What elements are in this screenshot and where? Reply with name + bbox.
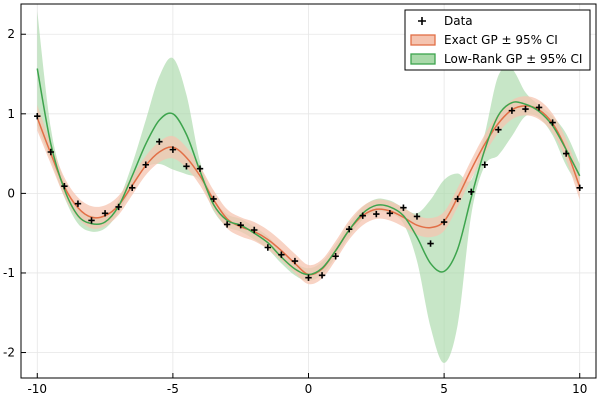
data-point <box>223 221 231 228</box>
data-point <box>169 146 177 153</box>
legend: Data Exact GP ± 95% CI Low-Rank GP ± 95%… <box>404 9 591 71</box>
data-point <box>183 163 190 170</box>
data-point <box>278 251 285 258</box>
data-point <box>562 150 570 157</box>
legend-label-data: Data <box>444 14 473 28</box>
data-point <box>251 226 258 234</box>
data-point <box>305 274 312 281</box>
data-point <box>454 195 461 203</box>
x-tick-label: 5 <box>440 382 448 396</box>
x-tick-label: 0 <box>305 382 313 396</box>
data-point <box>156 138 163 145</box>
data-point <box>576 184 583 192</box>
data-point <box>332 253 339 260</box>
data-point <box>549 119 556 126</box>
y-tick-label: -1 <box>3 266 15 280</box>
data-point <box>468 188 475 195</box>
band-low-rank-gp <box>37 11 580 363</box>
data-point <box>210 195 217 203</box>
legend-entry-low-rank-gp: Low-Rank GP ± 95% CI <box>410 52 582 66</box>
data-point <box>427 240 434 247</box>
data-point <box>535 104 543 111</box>
x-tick-label: 10 <box>572 382 587 396</box>
data-point <box>359 212 366 219</box>
data-point <box>237 222 244 229</box>
x-tick-label: -5 <box>167 382 179 396</box>
data-point <box>47 148 55 156</box>
legend-entry-exact-gp: Exact GP ± 95% CI <box>410 33 558 47</box>
legend-swatch-exact-gp <box>410 34 436 46</box>
data-point <box>318 272 326 279</box>
data-point <box>345 225 353 233</box>
x-tick-label: -10 <box>27 382 47 396</box>
data-point <box>413 213 421 220</box>
y-tick-label: 1 <box>7 107 15 121</box>
data-points <box>34 104 583 281</box>
data-point <box>129 184 136 192</box>
data-point <box>196 165 204 172</box>
confidence-bands <box>37 11 580 363</box>
data-point <box>61 183 68 190</box>
data-point <box>386 210 394 217</box>
data-point <box>373 210 380 218</box>
data-point <box>264 244 272 251</box>
data-point <box>508 107 516 114</box>
data-point <box>115 203 122 211</box>
legend-plus-icon <box>418 17 426 25</box>
data-point <box>74 200 82 207</box>
y-tick-label: 2 <box>7 27 15 41</box>
data-point <box>34 113 41 120</box>
legend-label-exact-gp: Exact GP ± 95% CI <box>444 33 558 47</box>
data-point <box>142 161 149 168</box>
legend-swatch-low-rank-gp <box>410 53 436 65</box>
data-point <box>400 204 407 211</box>
legend-marker-data <box>418 17 426 25</box>
y-tick-label: -2 <box>3 346 15 360</box>
legend-label-low-rank-gp: Low-Rank GP ± 95% CI <box>444 52 582 66</box>
legend-entry-data: Data <box>418 14 473 28</box>
data-point <box>440 218 448 226</box>
data-point <box>481 161 488 168</box>
data-point <box>495 126 502 133</box>
band-exact-gp <box>37 96 580 285</box>
y-tick-label: 0 <box>7 186 15 200</box>
data-point <box>291 257 299 265</box>
legend-box <box>404 9 591 71</box>
data-point <box>522 105 529 113</box>
data-point <box>88 217 95 224</box>
data-point <box>101 210 109 217</box>
